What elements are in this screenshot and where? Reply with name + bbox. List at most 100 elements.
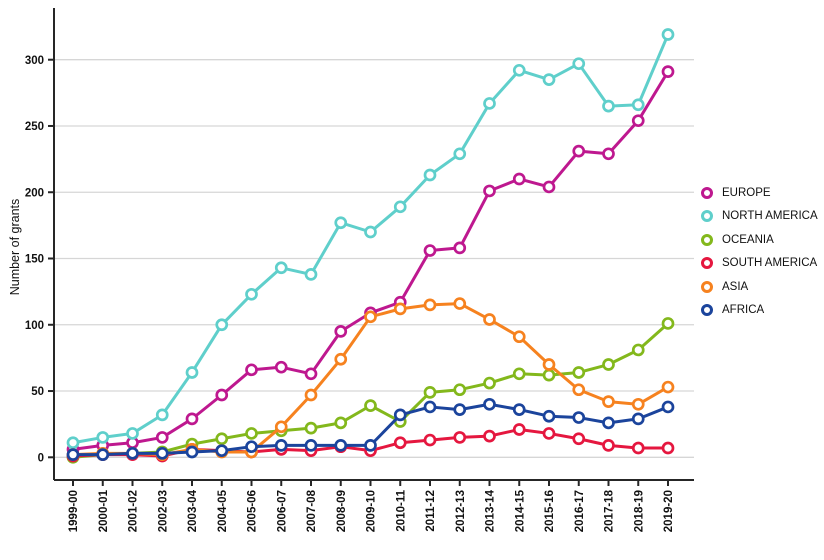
- data-point-europe: [245, 363, 258, 377]
- data-point-europe: [304, 367, 318, 381]
- data-point-africa: [66, 448, 80, 461]
- north-america-marker-icon: [701, 210, 713, 223]
- data-point-africa: [631, 412, 645, 426]
- data-point-south-america: [661, 441, 675, 455]
- data-point-africa: [602, 416, 615, 430]
- data-point-asia: [483, 313, 496, 326]
- data-point-north-america: [423, 168, 437, 182]
- data-point-north-america: [215, 318, 229, 332]
- x-tick-label: 2015-16: [544, 490, 556, 532]
- y-tick-label: 50: [31, 386, 44, 398]
- data-point-africa: [512, 403, 526, 416]
- data-point-south-america: [602, 439, 615, 452]
- data-point-oceania: [215, 432, 229, 446]
- data-point-north-america: [155, 408, 169, 422]
- data-point-asia: [512, 330, 526, 344]
- data-point-africa: [572, 411, 586, 424]
- data-point-south-america: [542, 427, 556, 440]
- data-point-europe: [631, 114, 645, 128]
- legend: EUROPE NORTH AMERICA OCEANIA SOUTH AMERI…: [701, 181, 818, 322]
- legend-label: OCEANIA: [722, 233, 774, 246]
- x-tick-label: 2019-20: [663, 490, 675, 532]
- europe-marker-icon: [701, 186, 713, 199]
- legend-item-north-america: NORTH AMERICA: [701, 205, 818, 229]
- data-point-oceania: [572, 366, 586, 379]
- data-point-europe: [155, 431, 169, 444]
- data-point-africa: [304, 439, 318, 452]
- x-tick-label: 2008-09: [336, 490, 348, 532]
- data-point-africa: [542, 409, 556, 423]
- data-point-africa: [483, 397, 496, 411]
- legend-item-africa: AFRICA: [701, 299, 818, 323]
- y-axis-title: Number of grants: [8, 198, 22, 296]
- x-tick-label: 2018-19: [633, 490, 645, 532]
- oceania-marker-icon: [701, 233, 713, 246]
- x-tick-label: 2003-04: [187, 489, 199, 532]
- data-point-north-america: [602, 99, 615, 113]
- data-point-europe: [215, 388, 229, 402]
- data-point-oceania: [245, 427, 258, 440]
- y-tick-label: 250: [25, 121, 44, 133]
- x-tick-label: 2014-15: [514, 489, 526, 532]
- data-point-africa: [453, 403, 467, 416]
- data-point-africa: [334, 439, 348, 452]
- x-tick-label: 2005-06: [247, 490, 259, 532]
- africa-marker-icon: [701, 304, 713, 317]
- data-point-north-america: [364, 225, 377, 239]
- y-tick-label: 150: [25, 254, 44, 266]
- y-tick-label: 300: [25, 55, 44, 67]
- data-point-oceania: [512, 367, 526, 381]
- data-point-south-america: [512, 423, 526, 436]
- data-point-europe: [602, 147, 615, 161]
- data-point-europe: [512, 172, 526, 186]
- x-tick-label: 1999-00: [68, 490, 80, 532]
- data-point-south-america: [572, 432, 586, 446]
- data-point-oceania: [542, 368, 556, 382]
- data-point-asia: [334, 352, 348, 366]
- x-tick-label: 2013-14: [485, 489, 497, 532]
- data-point-asia: [572, 383, 586, 397]
- data-point-africa: [155, 446, 169, 460]
- legend-item-oceania: OCEANIA: [701, 228, 818, 252]
- legend-label: AFRICA: [722, 304, 765, 317]
- data-point-north-america: [631, 98, 645, 112]
- data-point-europe: [334, 325, 348, 338]
- x-tick-label: 2010-11: [395, 489, 407, 531]
- data-point-oceania: [661, 317, 675, 330]
- data-point-asia: [304, 388, 318, 402]
- data-point-africa: [96, 448, 110, 461]
- data-point-north-america: [661, 28, 675, 41]
- data-point-north-america: [126, 427, 139, 440]
- y-tick-label: 0: [38, 453, 44, 465]
- data-point-africa: [661, 400, 675, 414]
- data-point-asia: [364, 310, 377, 324]
- data-point-asia: [393, 302, 407, 316]
- data-point-asia: [661, 380, 675, 394]
- data-point-oceania: [334, 416, 348, 430]
- data-point-asia: [602, 395, 615, 408]
- data-point-north-america: [483, 97, 496, 110]
- data-point-north-america: [393, 200, 407, 214]
- x-tick-label: 2007-08: [306, 489, 318, 532]
- data-point-oceania: [304, 421, 318, 435]
- data-point-asia: [274, 420, 288, 434]
- data-point-europe: [274, 360, 288, 374]
- data-point-oceania: [364, 399, 377, 412]
- data-point-north-america: [96, 431, 110, 444]
- data-point-europe: [661, 65, 675, 78]
- data-point-asia: [423, 298, 437, 312]
- data-point-europe: [185, 412, 199, 426]
- legend-item-asia: ASIA: [701, 275, 818, 299]
- x-tick-label: 2009-10: [366, 490, 378, 532]
- data-point-europe: [423, 244, 437, 257]
- data-point-south-america: [423, 433, 437, 447]
- series-line-north-america: [72, 33, 670, 445]
- data-point-africa: [393, 408, 407, 422]
- data-point-north-america: [542, 73, 556, 86]
- data-point-south-america: [453, 431, 467, 444]
- data-point-north-america: [274, 261, 288, 275]
- data-point-africa: [215, 444, 229, 458]
- data-point-europe: [542, 180, 556, 194]
